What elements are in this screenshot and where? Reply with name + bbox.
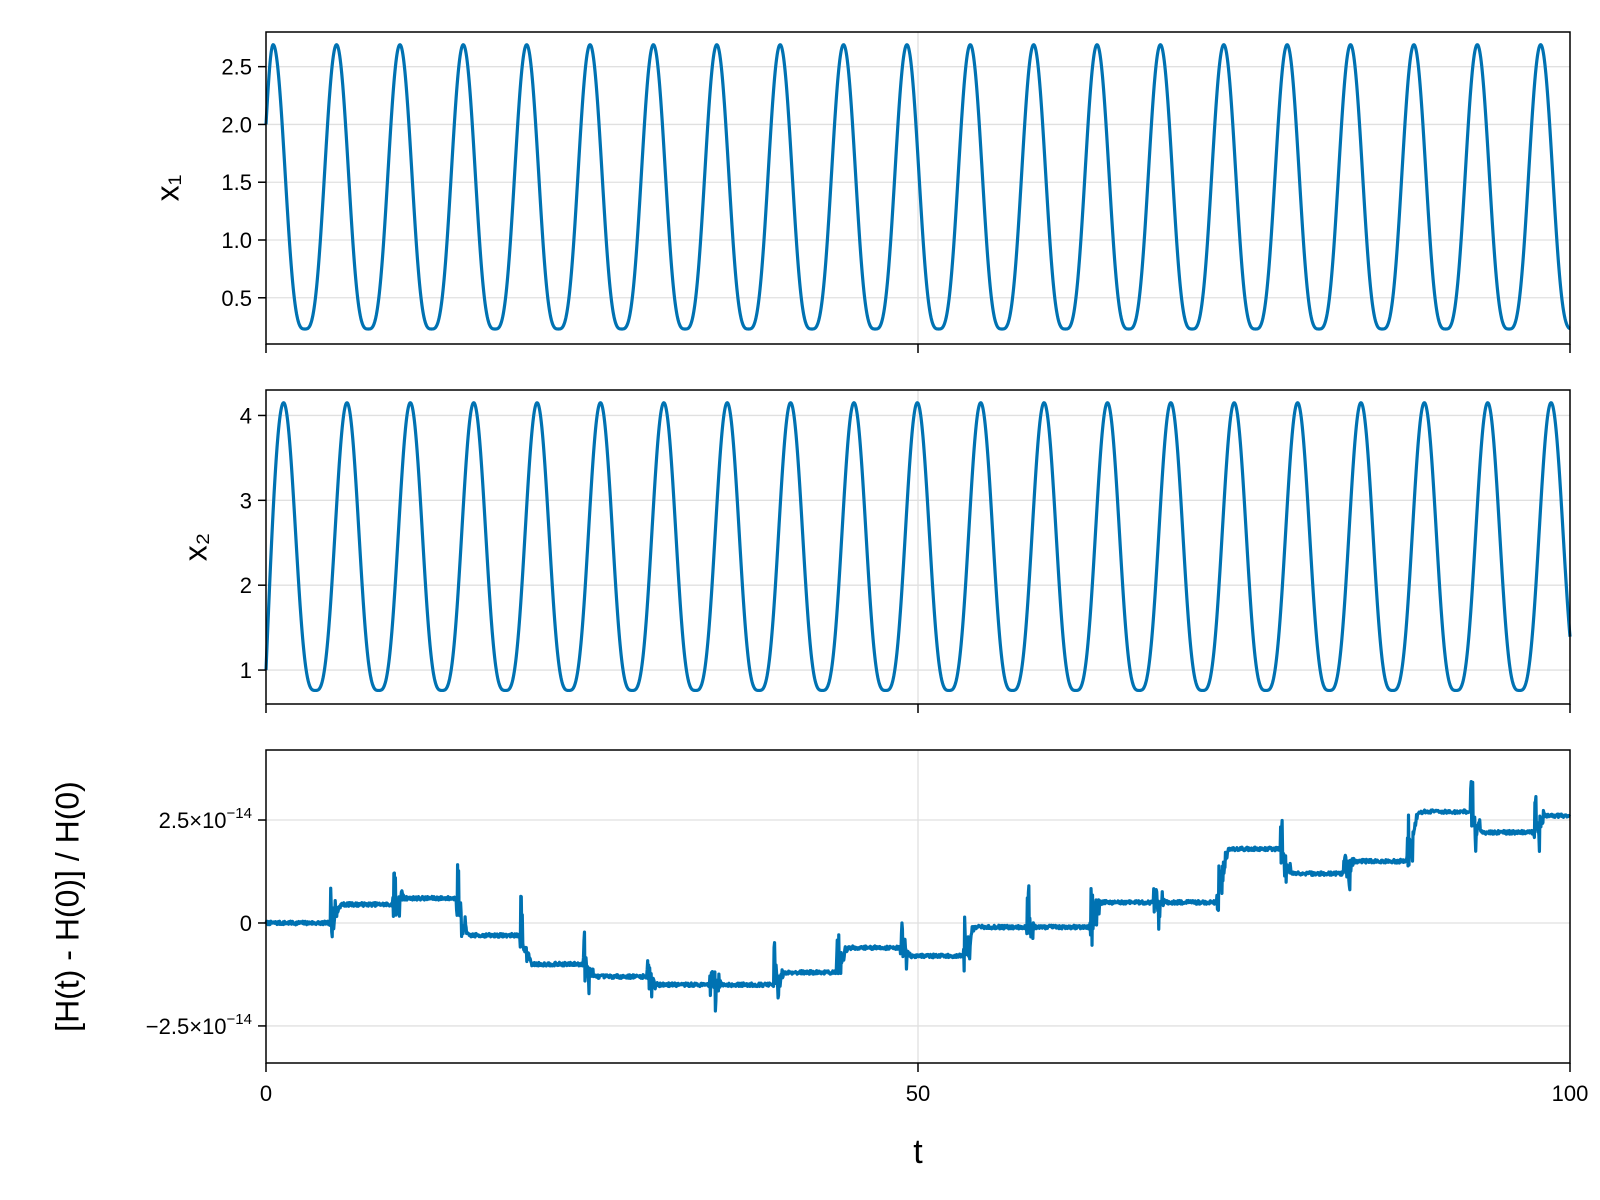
y-tick-label: 1.0 [221,228,252,253]
x-ticks-energy-error: 0 50 100 [260,1063,1588,1106]
y-tick-label: 2.5 [221,55,252,80]
y-tick-label: 3 [240,488,252,513]
y-axis-label-energy-error: [H(t) - H(0)] / H(0) [49,781,85,1032]
series-line-energy-error [264,779,1572,1013]
y-tick-label: 2.5×10−14 [159,805,252,833]
x-ticks-x2 [265,704,1571,713]
y-tick-label: 1 [240,658,252,683]
panel-x2: 1 2 3 4 x₂ [177,389,1572,713]
y-axis-label-x2: x₂ [177,533,213,561]
panel-energy-error: −2.5×10−14 0 2.5×10−14 0 50 100 [H(t) - H(0)… [49,749,1588,1171]
series-line-x1 [264,43,1572,331]
y-tick-label: 0.5 [221,286,252,311]
grid-energy-error [266,750,1570,1063]
series-line-x2 [264,401,1572,693]
x-tick-label: 50 [906,1081,930,1106]
y-tick-label: 2.0 [221,112,252,137]
panel-x1: 0.5 1.0 1.5 2.0 2.5 x₁ [149,31,1572,353]
x-axis-label-t: t [913,1133,923,1171]
x-ticks-x1 [265,344,1571,353]
x-tick-label: 100 [1552,1081,1589,1106]
y-tick-label: −2.5×10−14 [146,1011,252,1039]
y-axis-label-x1: x₁ [149,175,185,202]
y-ticks-x1: 0.5 1.0 1.5 2.0 2.5 [221,55,266,311]
y-tick-label: 4 [240,403,252,428]
y-ticks-x2: 1 2 3 4 [240,403,266,683]
y-tick-label: 1.5 [221,170,252,195]
y-ticks-energy-error: −2.5×10−14 0 2.5×10−14 [146,805,266,1039]
x-tick-label: 0 [260,1081,272,1106]
grid-x2 [266,390,1570,704]
y-tick-label: 0 [240,911,252,936]
y-tick-label: 2 [240,573,252,598]
